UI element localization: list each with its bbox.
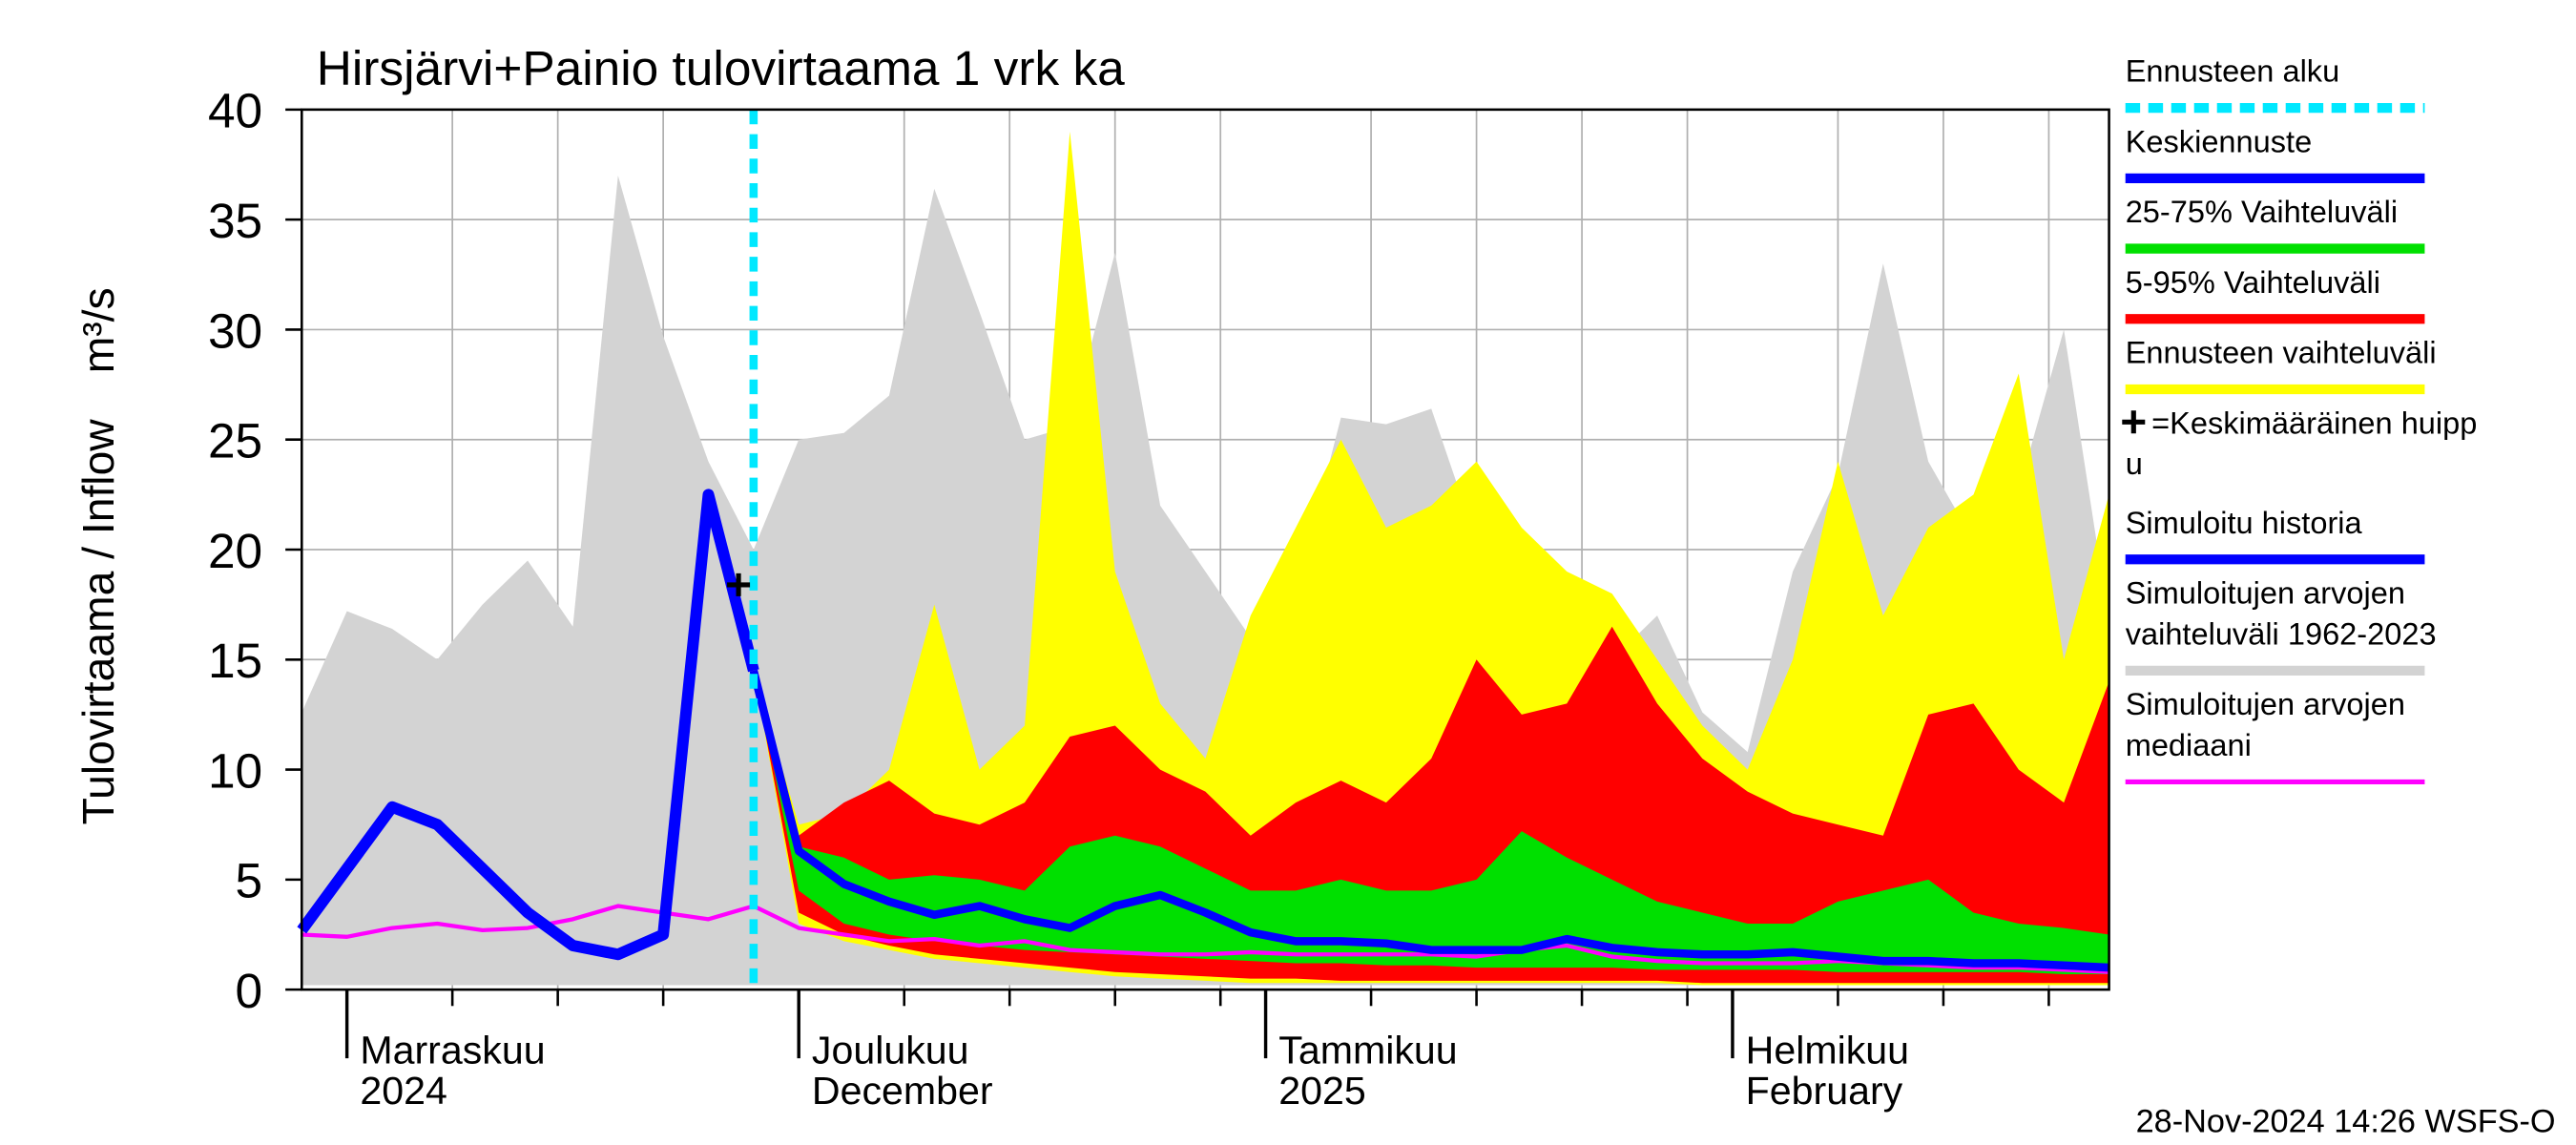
x-tick-label: February: [1746, 1069, 1903, 1113]
legend-label: vaihteluväli 1962-2023: [2126, 616, 2437, 651]
chart-title: Hirsjärvi+Painio tulovirtaama 1 vrk ka: [317, 40, 1125, 95]
legend-label: 5-95% Vaihteluväli: [2126, 265, 2380, 300]
y-tick-label: 40: [208, 83, 262, 138]
y-tick-label: 5: [236, 853, 263, 908]
series-line: [749, 669, 2109, 972]
y-tick-label: 35: [208, 193, 262, 248]
x-tick-label: Marraskuu: [360, 1028, 545, 1072]
legend-label: mediaani: [2126, 728, 2252, 762]
y-tick-label: 15: [208, 633, 262, 688]
plot-area: [297, 109, 2109, 990]
footer: 28-Nov-2024 14:26 WSFS-O: [2136, 1103, 2556, 1139]
y-unit: m³/s: [73, 287, 123, 373]
series-line: [297, 489, 759, 961]
y-tick-label: 30: [208, 302, 262, 358]
legend-marker: [2122, 410, 2146, 434]
y-axis-label: Tulovirtaama / Inflow m³/s: [73, 287, 123, 824]
x-tick-label: 2025: [1278, 1069, 1366, 1113]
x-tick-label: Helmikuu: [1746, 1028, 1909, 1072]
y-tick-label: 25: [208, 413, 262, 468]
legend-label: Ennusteen alku: [2126, 54, 2340, 89]
x-tick-label: Tammikuu: [1278, 1028, 1457, 1072]
legend-label: Simuloitujen arvojen: [2126, 687, 2405, 721]
x-tick-label: 2024: [360, 1069, 447, 1113]
legend-label: Simuloitu historia: [2126, 506, 2363, 540]
y-tick-label: 0: [236, 963, 263, 1018]
legend-label: Ennusteen vaihteluväli: [2126, 336, 2437, 370]
y-label: Tulovirtaama / Inflow: [73, 419, 123, 825]
x-tick-label: December: [812, 1069, 993, 1113]
legend-label: u: [2126, 447, 2143, 481]
range-band: [753, 670, 2109, 975]
legend-label: 25-75% Vaihteluväli: [2126, 195, 2398, 229]
legend-label: Simuloitujen arvojen: [2126, 576, 2405, 611]
series-line: [301, 904, 2109, 974]
peak-marker: [727, 572, 751, 596]
y-tick-label: 20: [208, 523, 262, 578]
legend-label: =Keskimääräinen huipp: [2151, 406, 2477, 440]
y-tick-label: 10: [208, 742, 262, 798]
x-tick-label: Joulukuu: [812, 1028, 969, 1072]
legend-label: Keskiennuste: [2126, 124, 2313, 158]
